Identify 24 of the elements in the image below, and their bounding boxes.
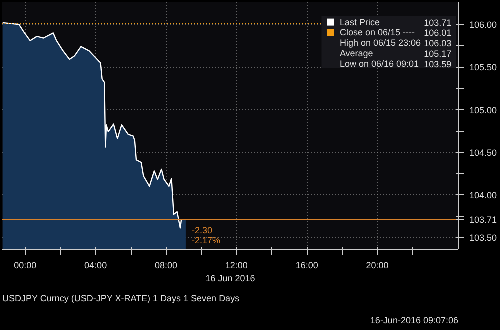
x-tick-label: 08:00: [154, 260, 178, 270]
annotation: High on 06/15 23:06 106.03: [340, 38, 452, 49]
y-tick-label: 104.50: [470, 148, 498, 158]
ref-line-label: 103.71: [470, 215, 498, 226]
y-tick-label: 105.50: [470, 62, 498, 73]
text: Average 105.17: [340, 48, 452, 59]
x-tick-label: 00:00: [14, 260, 37, 270]
x-tick-label: 16:00: [296, 260, 318, 270]
x-axis-title: 16 Jun 2016: [206, 274, 256, 284]
annotation: -2.17%: [192, 236, 220, 246]
annotation: -2.30: [192, 226, 212, 236]
text: 16-Jun-2016 09:07:06: [370, 316, 459, 326]
y-tick-label: 105.00: [470, 105, 498, 116]
x-tick-label: 12:00: [225, 260, 248, 270]
x-tick-label: 20:00: [366, 260, 389, 270]
legend-label: Close on 06/15 ---- 106.01: [340, 28, 452, 38]
x-tick-label: 04:00: [84, 260, 108, 270]
text: USDJPY Curncy (USD-JPY X-RATE) 1 Days 1 Seven Days: [2, 294, 240, 304]
legend-label: Last Price: [340, 17, 380, 28]
annotation: 103.71: [424, 18, 452, 28]
y-tick-label: 104.00: [470, 190, 498, 200]
annotation: Low on 06/16 09:01 103.59: [340, 58, 452, 70]
y-tick-label: 106.00: [470, 20, 498, 30]
y-tick-label: 103.50: [470, 233, 498, 244]
